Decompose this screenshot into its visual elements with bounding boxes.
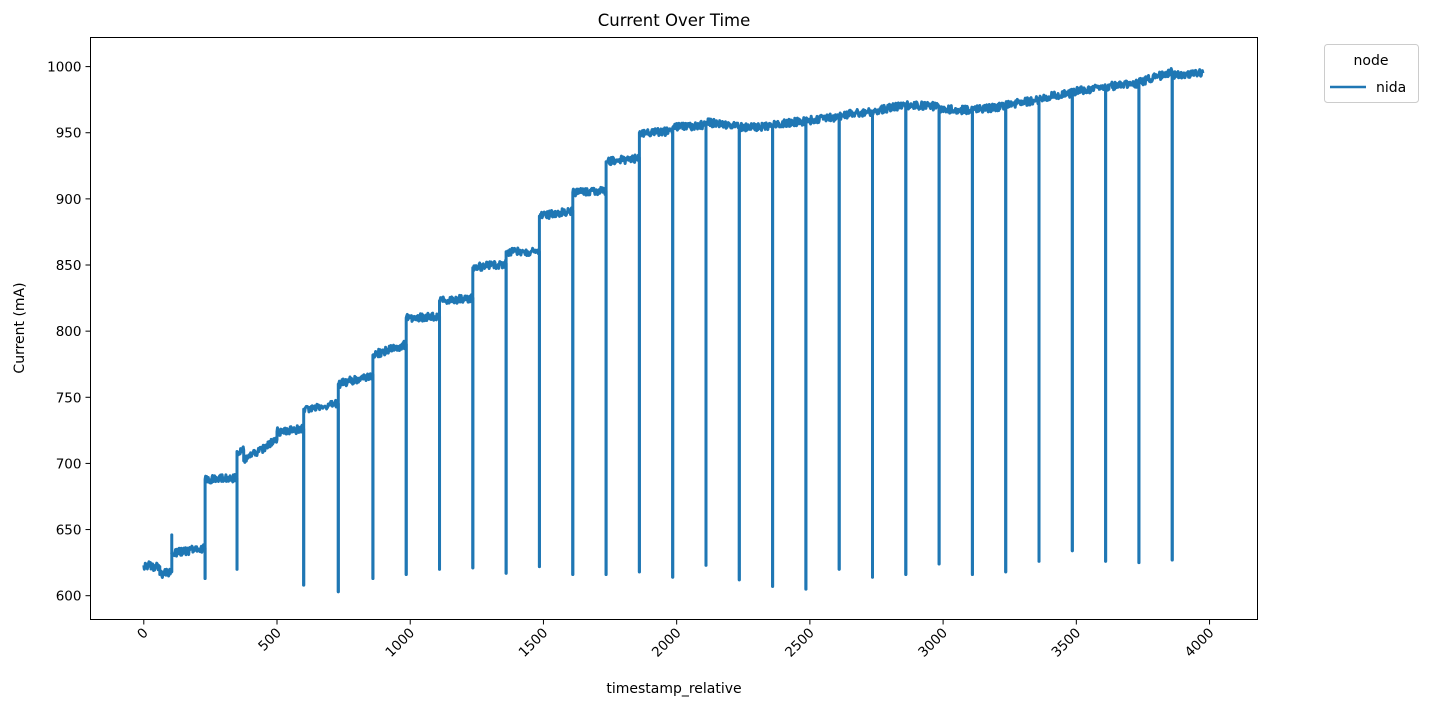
y-tick-label: 600 <box>56 589 82 605</box>
y-tick-label: 650 <box>56 523 82 539</box>
plot-frame <box>90 37 1258 620</box>
y-tick-label: 850 <box>56 258 82 274</box>
y-axis-label: Current (mA) <box>12 282 28 373</box>
series-line-nida <box>142 67 1205 594</box>
y-tick-label: 800 <box>56 324 82 340</box>
y-tick-label: 750 <box>56 390 82 406</box>
y-tick-label: 700 <box>56 456 82 472</box>
y-tick-label: 1000 <box>47 60 81 76</box>
legend: node nida <box>1324 44 1419 103</box>
chart-title: Current Over Time <box>598 11 751 30</box>
x-axis-label: timestamp_relative <box>606 681 741 697</box>
series-layer <box>142 67 1205 594</box>
y-axis: 600 650 700 750 800 850 900 950 1000 <box>47 60 91 605</box>
legend-label-nida: nida <box>1376 80 1406 96</box>
legend-title: node <box>1354 53 1389 69</box>
y-tick-label: 950 <box>56 126 82 142</box>
y-tick-label: 900 <box>56 192 82 208</box>
